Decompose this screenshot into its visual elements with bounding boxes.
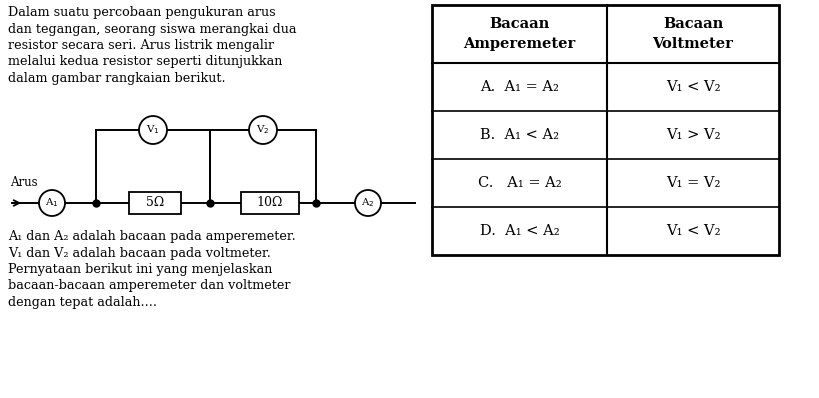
Text: dan tegangan, seorang siswa merangkai dua: dan tegangan, seorang siswa merangkai du… xyxy=(8,23,296,35)
Text: V$_2$: V$_2$ xyxy=(256,124,269,137)
Bar xyxy=(129,192,181,214)
Circle shape xyxy=(355,190,381,216)
Text: V$_1$: V$_1$ xyxy=(146,124,160,137)
Text: dengan tepat adalah....: dengan tepat adalah.... xyxy=(8,296,156,309)
Text: dalam gambar rangkaian berikut.: dalam gambar rangkaian berikut. xyxy=(8,72,225,85)
Text: V₁ > V₂: V₁ > V₂ xyxy=(665,128,719,142)
Bar xyxy=(241,192,299,214)
Text: V₁ = V₂: V₁ = V₂ xyxy=(665,176,719,190)
Text: A$_1$: A$_1$ xyxy=(45,197,59,209)
Circle shape xyxy=(249,116,277,144)
Text: 5Ω: 5Ω xyxy=(146,197,164,209)
Bar xyxy=(432,5,778,255)
Text: A₁ dan A₂ adalah bacaan pada amperemeter.: A₁ dan A₂ adalah bacaan pada amperemeter… xyxy=(8,230,296,243)
Text: Bacaan
Voltmeter: Bacaan Voltmeter xyxy=(652,17,732,51)
Text: Bacaan
Amperemeter: Bacaan Amperemeter xyxy=(463,17,575,51)
Text: Pernyataan berikut ini yang menjelaskan: Pernyataan berikut ini yang menjelaskan xyxy=(8,263,272,276)
Text: Arus: Arus xyxy=(10,176,38,189)
Text: C.   A₁ = A₂: C. A₁ = A₂ xyxy=(477,176,561,190)
Text: V₁ < V₂: V₁ < V₂ xyxy=(665,80,719,94)
Text: A$_2$: A$_2$ xyxy=(361,197,374,209)
Text: V₁ dan V₂ adalah bacaan pada voltmeter.: V₁ dan V₂ adalah bacaan pada voltmeter. xyxy=(8,246,270,259)
Text: 10Ω: 10Ω xyxy=(256,197,283,209)
Text: resistor secara seri. Arus listrik mengalir: resistor secara seri. Arus listrik menga… xyxy=(8,39,274,52)
Text: D.  A₁ < A₂: D. A₁ < A₂ xyxy=(479,224,559,238)
Circle shape xyxy=(39,190,65,216)
Text: B.  A₁ < A₂: B. A₁ < A₂ xyxy=(479,128,559,142)
Circle shape xyxy=(139,116,167,144)
Text: bacaan-bacaan amperemeter dan voltmeter: bacaan-bacaan amperemeter dan voltmeter xyxy=(8,279,290,293)
Text: melalui kedua resistor seperti ditunjukkan: melalui kedua resistor seperti ditunjukk… xyxy=(8,55,282,68)
Text: Dalam suatu percobaan pengukuran arus: Dalam suatu percobaan pengukuran arus xyxy=(8,6,275,19)
Text: A.  A₁ = A₂: A. A₁ = A₂ xyxy=(479,80,559,94)
Text: V₁ < V₂: V₁ < V₂ xyxy=(665,224,719,238)
